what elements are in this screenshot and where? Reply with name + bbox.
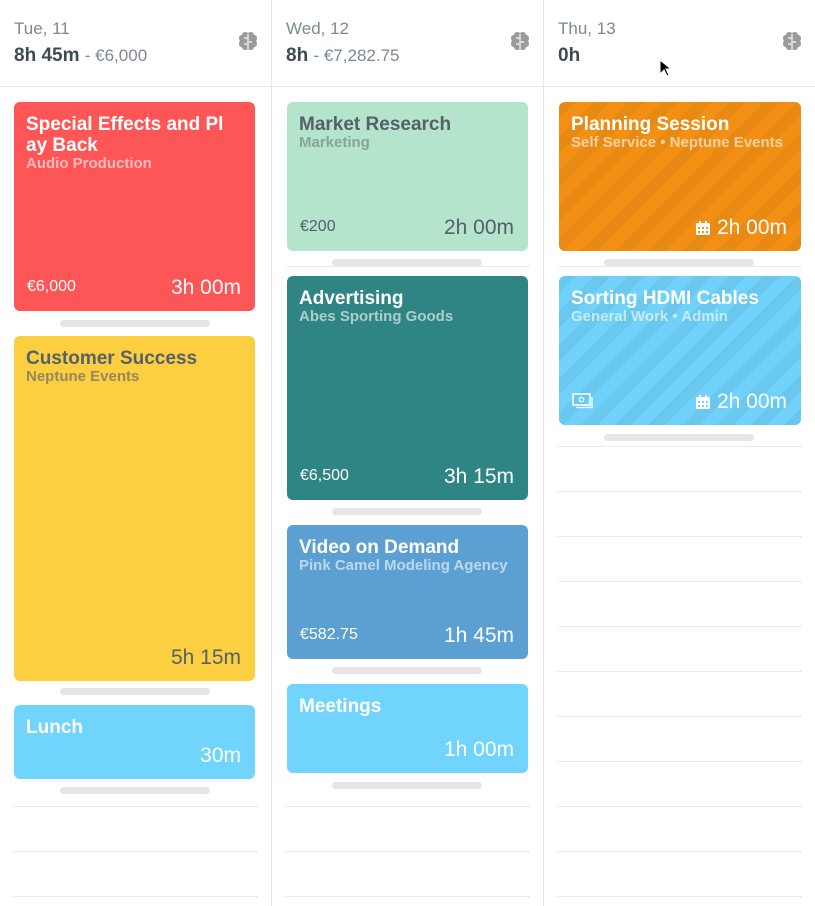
day-label: Wed, 12 — [286, 19, 350, 38]
grid-line — [558, 851, 801, 852]
entry-title: Lunch — [26, 717, 83, 738]
day-label: Tue, 11 — [14, 19, 70, 38]
time-entry-card[interactable]: Customer Success Neptune Events 5h 15m — [14, 336, 255, 681]
grid-line — [286, 896, 529, 897]
day-column-thu: Thu, 13 0h Planning Session Self Service… — [544, 0, 815, 906]
grid-line — [14, 851, 257, 852]
time-entry-card[interactable]: Advertising Abes Sporting Goods €6,500 3… — [287, 276, 528, 500]
entry-subtitle: Neptune Events — [26, 368, 140, 385]
entry-amount: €582.75 — [300, 626, 358, 643]
entry-title: Video on Demand — [299, 537, 460, 558]
grid-line — [558, 761, 801, 762]
entry-duration: 30m — [200, 744, 241, 767]
entry-duration: 3h 00m — [170, 276, 241, 299]
money-icon — [572, 393, 593, 409]
entry-subtitle: Abes Sporting Goods — [299, 308, 454, 325]
entry-duration: 1h 00m — [443, 738, 514, 761]
day-total: 8h - €7,282.75 — [286, 45, 400, 66]
resize-handle[interactable] — [332, 508, 482, 515]
grid-line — [558, 491, 801, 492]
entry-title: Planning Session — [571, 114, 730, 135]
grid-line — [286, 806, 529, 807]
entry-duration: 2h 00m — [695, 390, 787, 414]
day-total: 8h 45m - €6,000 — [14, 45, 148, 66]
resize-handle[interactable] — [60, 787, 210, 794]
grid-line — [558, 446, 801, 447]
day-header: Tue, 11 8h 45m - €6,000 — [0, 0, 271, 87]
grid-line — [14, 896, 257, 897]
brain-icon[interactable] — [781, 30, 803, 52]
entry-subtitle: Audio Production — [26, 155, 152, 172]
time-entry-card[interactable]: Sorting HDMI Cables General Work • Admin… — [559, 276, 801, 425]
entry-title: Advertising — [299, 288, 404, 309]
day-header: Thu, 13 0h — [544, 0, 815, 87]
brain-icon[interactable] — [237, 30, 259, 52]
calendar-icon — [695, 221, 710, 235]
entry-subtitle: Pink Camel Modeling Agency — [299, 557, 508, 574]
entry-subtitle: General Work • Admin — [571, 308, 728, 325]
entry-title: Sorting HDMI Cables — [571, 288, 759, 309]
grid-line — [286, 851, 529, 852]
grid-line — [558, 671, 801, 672]
day-label: Thu, 13 — [558, 19, 616, 38]
grid-line — [558, 581, 801, 582]
entry-title: Customer Success — [26, 348, 198, 369]
time-entry-card[interactable]: Special Effects and Pl ay Back Audio Pro… — [14, 102, 255, 311]
day-column-tue: Tue, 11 8h 45m - €6,000 Special Effects … — [0, 0, 272, 906]
grid-line — [558, 536, 801, 537]
grid-line — [286, 266, 529, 267]
grid-line — [558, 806, 801, 807]
grid-line — [558, 266, 801, 267]
time-entry-card[interactable]: Lunch 30m — [14, 705, 255, 779]
time-entry-card[interactable]: Video on Demand Pink Camel Modeling Agen… — [287, 525, 528, 659]
entry-duration: 1h 45m — [443, 624, 514, 647]
resize-handle[interactable] — [332, 782, 482, 789]
entry-title: Special Effects and Pl ay Back — [26, 114, 224, 156]
time-entry-card[interactable]: Planning Session Self Service • Neptune … — [559, 102, 801, 251]
resize-handle[interactable] — [332, 259, 482, 266]
day-total: 0h — [558, 45, 581, 66]
entry-duration: 2h 00m — [443, 216, 514, 239]
grid-line — [558, 716, 801, 717]
grid-line — [558, 896, 801, 897]
day-column-wed: Wed, 12 8h - €7,282.75 Market Research M… — [272, 0, 544, 906]
calendar-icon — [695, 395, 710, 409]
entry-title: Meetings — [299, 696, 382, 717]
day-header: Wed, 12 8h - €7,282.75 — [272, 0, 543, 87]
resize-handle[interactable] — [60, 688, 210, 695]
grid-line — [558, 626, 801, 627]
brain-icon[interactable] — [509, 30, 531, 52]
entry-amount: €6,500 — [300, 467, 349, 484]
entry-subtitle: Marketing — [299, 134, 370, 151]
resize-handle[interactable] — [604, 434, 754, 441]
resize-handle[interactable] — [60, 320, 210, 327]
entry-duration: 3h 15m — [443, 465, 514, 488]
entry-title: Market Research — [299, 114, 452, 135]
mouse-cursor-icon — [659, 59, 671, 77]
resize-handle[interactable] — [604, 259, 754, 266]
grid-line — [14, 806, 257, 807]
time-entry-card[interactable]: Meetings 1h 00m — [287, 684, 528, 773]
entry-duration: 2h 00m — [695, 216, 787, 240]
entry-amount: €200 — [300, 218, 336, 235]
entry-duration: 5h 15m — [170, 646, 241, 669]
resize-handle[interactable] — [332, 667, 482, 674]
entry-amount: €6,000 — [27, 278, 76, 295]
entry-subtitle: Self Service • Neptune Events — [571, 134, 783, 151]
time-entry-card[interactable]: Market Research Marketing €200 2h 00m — [287, 102, 528, 251]
